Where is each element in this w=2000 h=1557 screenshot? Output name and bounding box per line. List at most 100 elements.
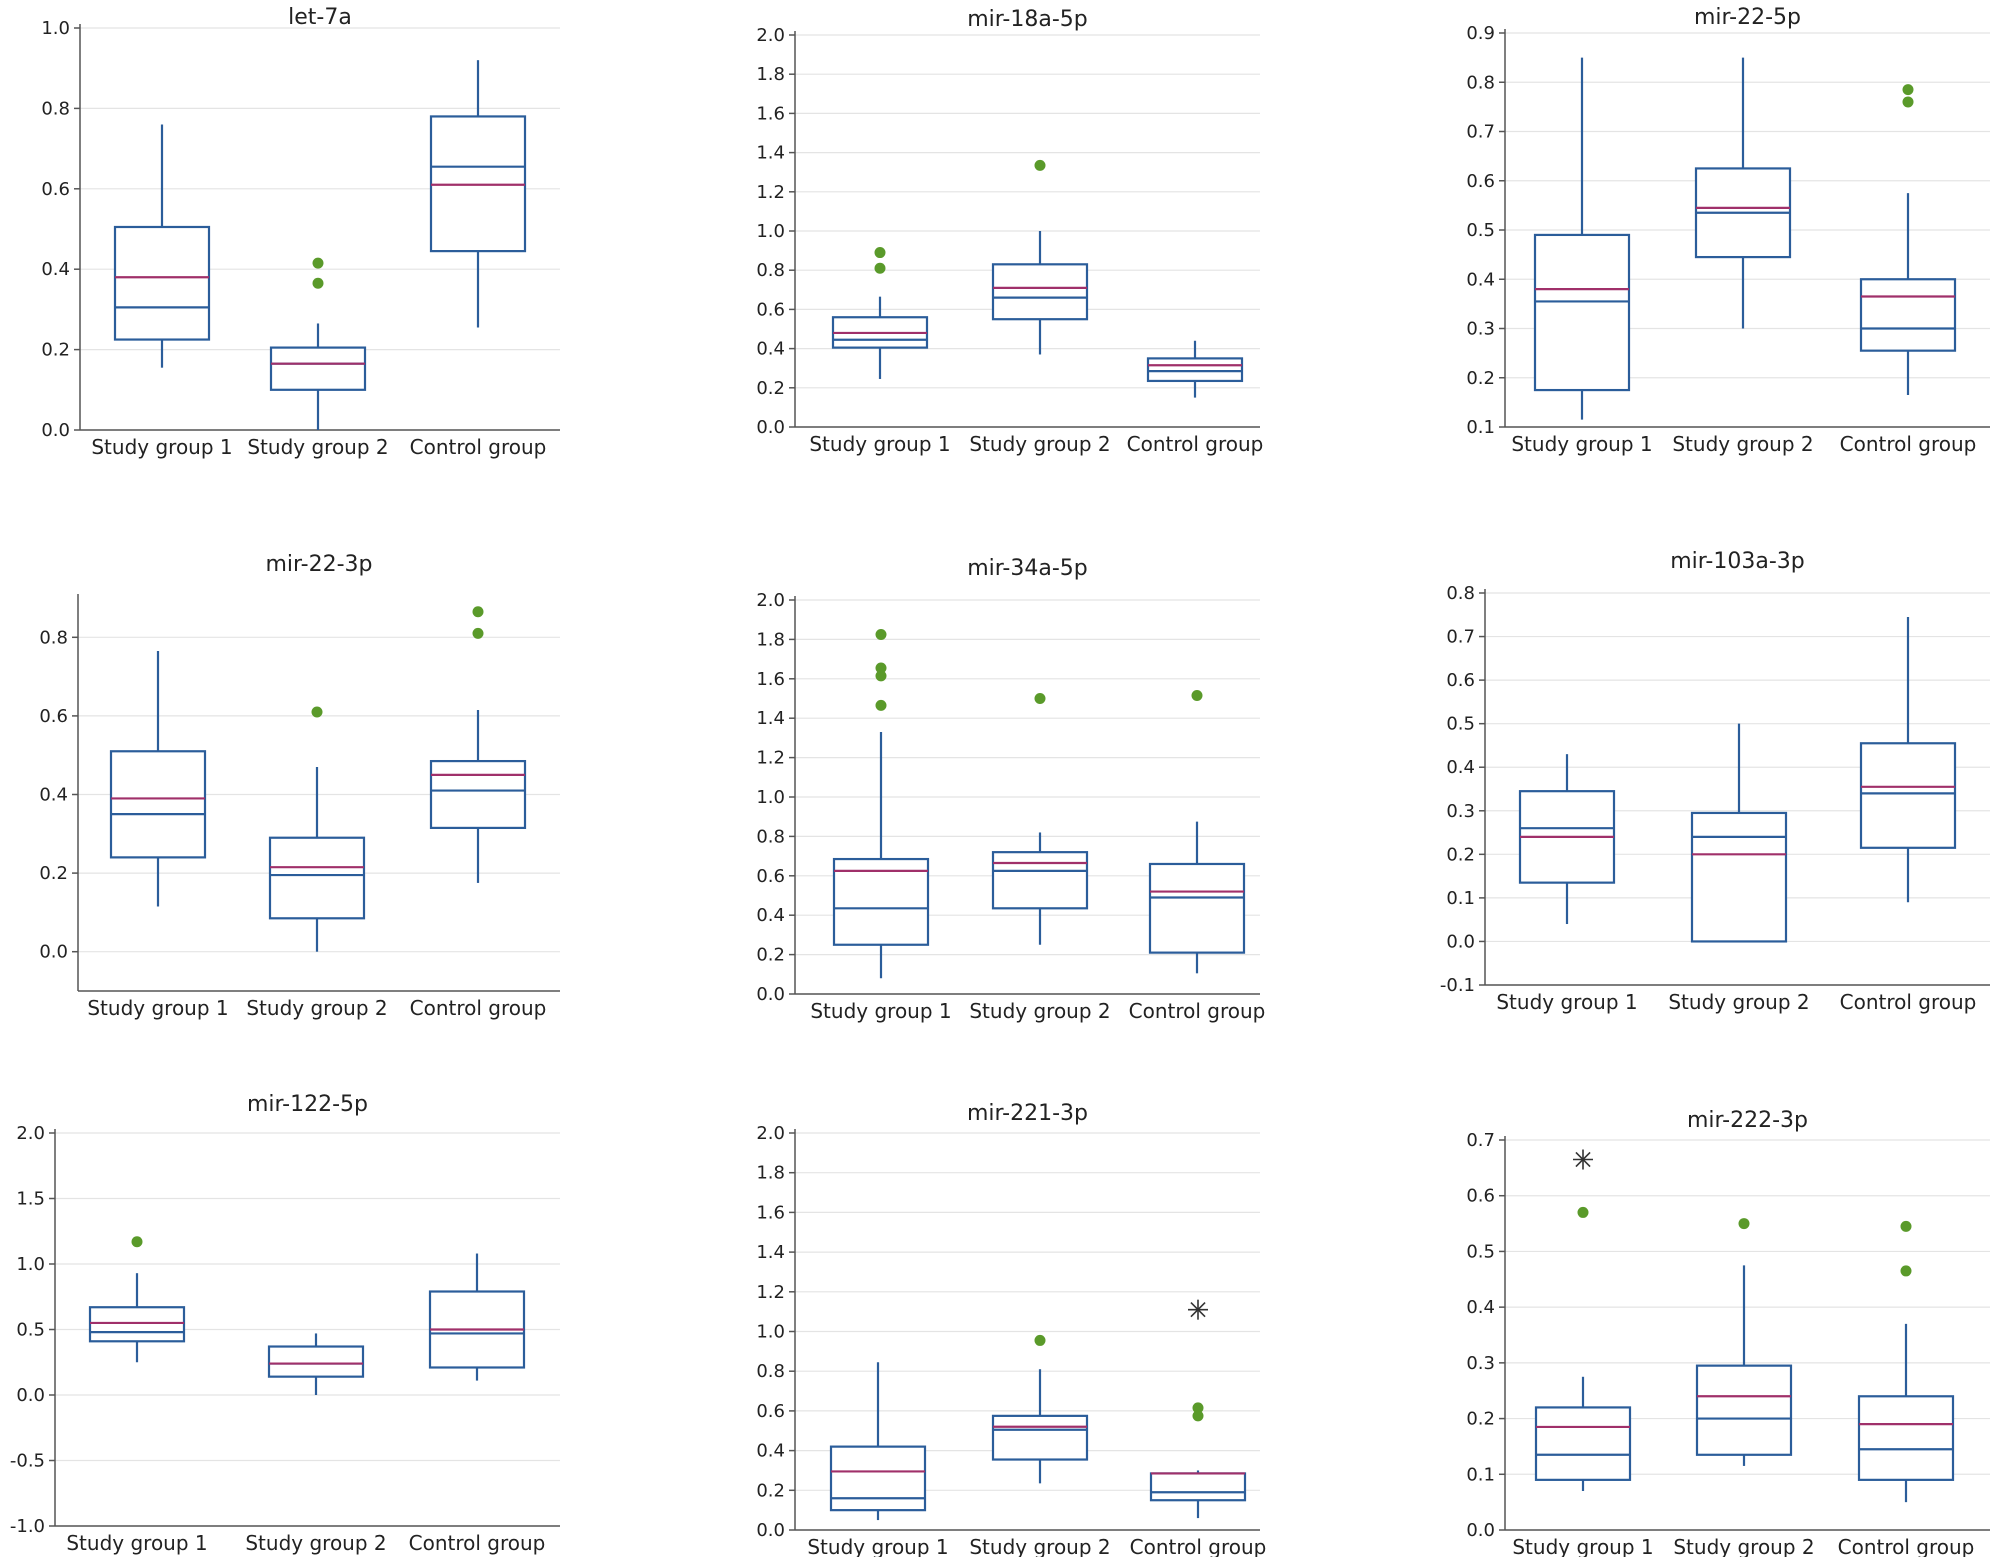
y-tick-label: 0.2: [39, 863, 68, 884]
chart-title: mir-122-5p: [247, 1092, 368, 1117]
outlier-point: [1192, 1410, 1204, 1422]
box-iqr: [1695, 1364, 1793, 1456]
y-tick-label: 0.6: [1466, 171, 1495, 192]
outlier-point: [311, 706, 323, 718]
y-tick-label: 1.2: [756, 748, 785, 769]
chart-panel-3: 0.1 0.2 0.3 0.4 0.5 0.6 0.7 0.8 0.9 mir-22-5p Stud…: [1466, 5, 1990, 456]
y-tick-label: 0.1: [1466, 1464, 1495, 1485]
y-tick-label: 0.0: [756, 1520, 785, 1541]
y-tick-label: 0.4: [756, 905, 785, 926]
y-tick-label: 0.6: [1466, 1186, 1495, 1207]
y-tick-label: -1.0: [10, 1516, 45, 1537]
chart-panel-7: -1.0 -0.5 0.0 0.5 1.0 1.5 2.0 mir-122-5p Study g…: [10, 1092, 560, 1555]
box-iqr: [832, 857, 930, 946]
y-tick-label: 1.0: [16, 1254, 45, 1275]
x-category-label: Study group 1: [1496, 990, 1637, 1014]
box-iqr: [268, 836, 366, 920]
y-tick-label: 0.8: [1446, 583, 1475, 604]
y-tick-label: 0.8: [39, 627, 68, 648]
y-tick-label: 0.1: [1446, 888, 1475, 909]
box-iqr: [1690, 811, 1788, 943]
x-category-label: Control group: [409, 1531, 546, 1555]
x-category-label: Control group: [410, 996, 547, 1020]
y-tick-label: 0.4: [41, 259, 70, 280]
box-1: [109, 651, 207, 907]
y-tick-label: 0.4: [756, 1441, 785, 1462]
chart-panel-5: 0.0 0.2 0.4 0.6 0.8 1.0 1.2 1.4 1.6 1.8 2.0 mir-34a…: [756, 556, 1265, 1023]
outlier-point: [312, 257, 324, 269]
y-tick-label: 0.0: [756, 417, 785, 438]
chart-panel-1: 0.0 0.2 0.4 0.6 0.8 1.0 let-7a Study group 1 Stu…: [41, 5, 560, 459]
chart-title: mir-22-5p: [1694, 5, 1801, 30]
x-category-label: Control group: [1838, 1535, 1975, 1557]
y-tick-label: 0.6: [756, 1401, 785, 1422]
chart-title: mir-22-3p: [265, 552, 372, 577]
outlier-point: [1900, 1220, 1912, 1232]
y-tick-label: 1.4: [756, 1242, 785, 1263]
x-category-label: Study group 1: [87, 996, 228, 1020]
x-category-label: Study group 1: [807, 1535, 948, 1557]
outlier-point: [1034, 1334, 1046, 1346]
y-tick-label: 1.6: [756, 1202, 785, 1223]
y-tick-label: 1.4: [756, 708, 785, 729]
outlier-point: [1738, 1218, 1750, 1230]
extreme-point: [1573, 1149, 1593, 1170]
y-tick-label: 0.3: [1466, 1353, 1495, 1374]
x-category-label: Study group 2: [247, 435, 388, 459]
y-tick-label: 0.0: [756, 984, 785, 1005]
x-category-label: Control group: [1130, 1535, 1267, 1557]
chart-title: mir-221-3p: [967, 1101, 1088, 1126]
box-3: [429, 60, 527, 328]
y-tick-label: 0.8: [756, 260, 785, 281]
box-2: [991, 159, 1089, 355]
y-tick-label: 0.2: [756, 378, 785, 399]
y-tick-label: 0.0: [41, 420, 70, 441]
y-tick-label: 0.6: [756, 299, 785, 320]
y-tick-label: 0.7: [1466, 122, 1495, 143]
box-1: [1518, 754, 1616, 925]
box-iqr: [991, 1414, 1089, 1461]
box-3: [1857, 1220, 1955, 1503]
box-iqr: [991, 263, 1089, 321]
y-tick-label: 0.6: [756, 866, 785, 887]
outlier-point: [1191, 690, 1203, 702]
chart-title: mir-103a-3p: [1670, 549, 1805, 574]
y-tick-label: 0.5: [1466, 1241, 1495, 1262]
outlier-point: [472, 627, 484, 639]
outlier-point: [874, 247, 886, 259]
box-iqr: [1533, 233, 1631, 392]
x-category-label: Study group 2: [246, 996, 387, 1020]
chart-panel-8: 0.0 0.2 0.4 0.6 0.8 1.0 1.2 1.4 1.6 1.8 2.0 mir-221…: [756, 1101, 1266, 1557]
outlier-point: [472, 606, 484, 618]
y-tick-label: 0.3: [1466, 319, 1495, 340]
y-tick-label: 0.0: [39, 942, 68, 963]
outlier-point: [1902, 84, 1914, 96]
y-tick-label: 0.5: [16, 1320, 45, 1341]
outlier-point: [1192, 1402, 1204, 1414]
y-tick-label: 0.5: [1446, 714, 1475, 735]
outlier-point: [1902, 96, 1914, 108]
box-1: [88, 1236, 186, 1363]
y-tick-label: 1.6: [756, 669, 785, 690]
y-tick-label: 0.4: [1446, 757, 1475, 778]
extreme-stroke: [1190, 1302, 1206, 1318]
y-tick-label: -0.5: [10, 1451, 45, 1472]
y-tick-label: 1.0: [756, 1322, 785, 1343]
chart-title: let-7a: [288, 5, 352, 30]
y-tick-label: 2.0: [756, 590, 785, 611]
chart-title: mir-222-3p: [1687, 1108, 1808, 1133]
y-tick-label: 0.4: [756, 339, 785, 360]
outlier-point: [875, 628, 887, 640]
y-tick-label: 0.6: [41, 179, 70, 200]
box-2: [1695, 1218, 1793, 1466]
box-iqr: [829, 1445, 927, 1512]
box-iqr: [991, 851, 1089, 910]
x-category-label: Control group: [410, 435, 547, 459]
y-tick-label: 0.8: [1466, 72, 1495, 93]
x-category-label: Study group 2: [969, 1535, 1110, 1557]
y-tick-label: 1.0: [756, 221, 785, 242]
y-tick-label: 0.3: [1446, 801, 1475, 822]
y-tick-label: 0.6: [1446, 670, 1475, 691]
